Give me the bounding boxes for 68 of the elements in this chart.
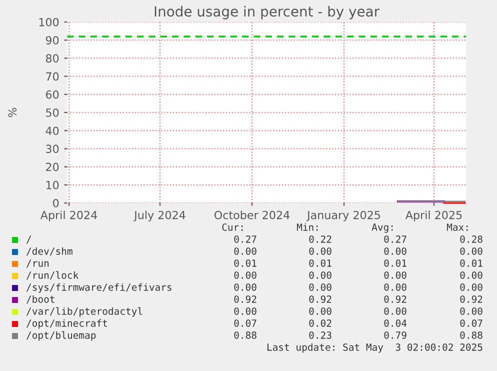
text: 0.00 [384, 247, 406, 255]
text: 0.01 [309, 259, 332, 267]
text: 0.00 [234, 271, 256, 279]
text: 0.00 [384, 271, 406, 279]
legend-label: /var/lib/pterodactyl [26, 307, 142, 317]
text: 0.00 [460, 271, 482, 279]
y-tick-label: 50 [46, 108, 59, 117]
legend-label: / [26, 236, 32, 244]
text: Min: [296, 223, 318, 231]
y-tick-label: 70 [46, 72, 59, 81]
y-tick-label: 100 [39, 18, 59, 26]
x-tick-label: April 2024 [40, 210, 97, 222]
legend-label: /opt/bluemap [26, 331, 96, 341]
text: 0.00 [460, 247, 482, 255]
y-tick-label: 60 [46, 90, 59, 99]
text: 0.88 [234, 331, 256, 339]
text: Cur: [222, 223, 243, 231]
text: 0.00 [309, 283, 332, 291]
text: 0.00 [309, 307, 332, 315]
y-tick-label: 80 [46, 54, 59, 63]
text: 0.01 [460, 259, 482, 267]
text: 0.23 [309, 331, 332, 339]
text: 0.92 [309, 295, 332, 303]
chart-title: Inode usage in percent - by year [154, 6, 380, 20]
text: 0.07 [460, 319, 482, 327]
text: 0.00 [234, 307, 256, 315]
text: 0.00 [309, 247, 332, 255]
text: 0.01 [234, 259, 256, 267]
text: 0.22 [309, 235, 332, 243]
text: 0.07 [234, 319, 256, 327]
legend-label: /run [26, 260, 49, 268]
text: Max: [446, 224, 468, 231]
x-tick-label: October 2024 [214, 210, 290, 220]
text: 0.00 [384, 307, 406, 315]
text: 0.79 [384, 331, 406, 339]
text: 0.27 [234, 235, 256, 243]
text: 0.00 [460, 283, 482, 291]
text: 0.00 [384, 283, 406, 291]
text: 0.00 [309, 271, 332, 279]
legend-label: /run/lock [26, 271, 79, 280]
legend-label: /boot [26, 295, 54, 304]
y-tick-label: 0 [53, 198, 59, 208]
y-tick-label: 40 [46, 126, 59, 135]
legend-label: /opt/minecraft [26, 319, 107, 329]
text: 0.88 [460, 331, 482, 339]
text: Avg: [372, 224, 393, 233]
y-tick-label: 30 [46, 144, 59, 154]
x-tick-label: July 2024 [134, 210, 186, 222]
text: 0.04 [384, 319, 407, 327]
y-tick-label: 10 [46, 180, 59, 190]
text: 0.92 [384, 295, 406, 303]
legend-label: /dev/shm [26, 247, 72, 256]
text: 0.00 [460, 307, 482, 315]
text: 0.00 [234, 283, 256, 291]
text: 0.01 [384, 259, 406, 267]
text: 0.28 [460, 235, 482, 243]
y-tick-label: 20 [46, 162, 59, 172]
text: Last update: Sat May 3 02:00:02 2025 [267, 343, 482, 353]
y-axis-title: % [8, 108, 17, 118]
text: 0.02 [309, 319, 332, 327]
text: 0.00 [234, 247, 256, 255]
text: 0.92 [460, 295, 482, 303]
x-tick-label: April 2025 [405, 210, 462, 222]
legend-label: /sys/firmware/efi/efivars [26, 283, 172, 293]
text: 0.92 [234, 295, 256, 303]
text: 0.27 [384, 235, 406, 243]
y-tick-label: 90 [46, 36, 59, 44]
x-tick-label: January 2025 [306, 210, 380, 222]
